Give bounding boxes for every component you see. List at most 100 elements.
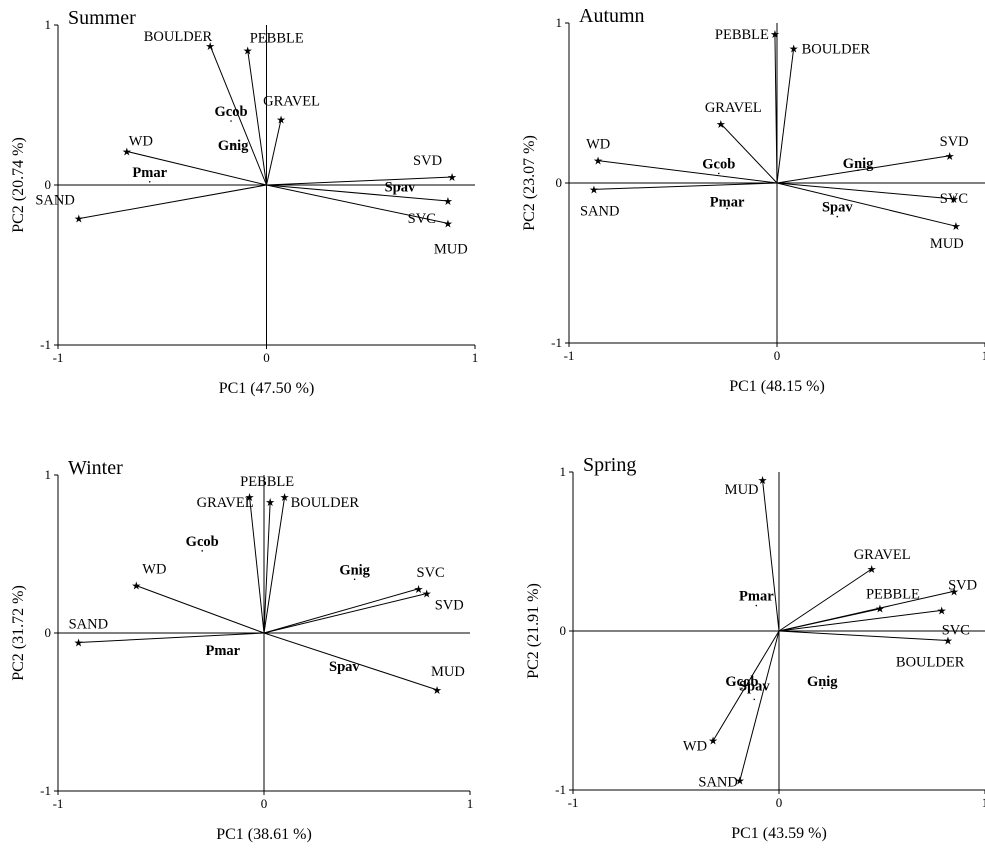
vector-tip-gravel: ★	[716, 118, 726, 131]
variable-label-pebble: PEBBLE	[250, 31, 304, 47]
species-point-gnig	[857, 169, 859, 171]
species-label-pmar: Pmar	[710, 195, 745, 211]
vector-tip-gravel: ★	[867, 563, 877, 576]
vector-tip-gravel: ★	[276, 113, 286, 126]
variable-label-mud: MUD	[930, 236, 964, 252]
vector-tip-boulder: ★	[280, 491, 290, 504]
x-tick-label: 0	[261, 796, 268, 811]
variable-label-pebble: PEBBLE	[715, 27, 769, 43]
y-tick-label: -1	[555, 782, 566, 797]
y-tick-label: 1	[45, 17, 52, 32]
y-tick-label: -1	[551, 335, 562, 350]
vector-wd	[136, 585, 265, 634]
vector-tip-svd: ★	[949, 585, 959, 598]
vector-sand	[739, 630, 780, 781]
vector-mud	[762, 479, 780, 632]
species-point-gcob	[230, 120, 232, 122]
variable-label-wd: WD	[683, 739, 707, 755]
vector-tip-svc: ★	[443, 195, 453, 208]
variable-label-mud: MUD	[434, 241, 468, 257]
vector-boulder	[209, 45, 267, 186]
variable-label-gravel: GRAVEL	[854, 547, 911, 563]
vector-tip-mud: ★	[432, 684, 442, 697]
vector-tip-boulder: ★	[789, 43, 799, 56]
variable-label-svd: SVD	[435, 598, 464, 614]
vector-tip-svd: ★	[945, 150, 955, 163]
x-tick-label: -1	[564, 348, 575, 363]
species-label-spav: Spav	[822, 200, 853, 216]
vector-tip-wd: ★	[593, 155, 603, 168]
y-axis-label: PC2 (23.07 %)	[521, 135, 538, 231]
x-axis-label: PC1 (47.50 %)	[219, 380, 315, 397]
species-point-pmar	[222, 648, 224, 650]
vector-mud	[266, 184, 448, 224]
variable-label-gravel: GRAVEL	[263, 93, 320, 109]
variable-label-gravel: GRAVEL	[705, 100, 762, 116]
variable-label-svc: SVC	[408, 211, 436, 227]
vector-boulder	[776, 48, 795, 184]
vector-pebble	[774, 34, 778, 184]
vector-mud	[263, 632, 438, 691]
vector-wd	[598, 160, 778, 184]
x-tick-label: -1	[568, 795, 579, 810]
species-label-gcob: Gcob	[702, 156, 735, 172]
vector-tip-sand: ★	[589, 183, 599, 196]
species-point-gnig	[232, 144, 234, 146]
variable-label-svc: SVC	[942, 622, 970, 638]
variable-label-sand: SAND	[580, 203, 619, 219]
vector-tip-svd: ★	[422, 588, 432, 601]
vector-pebble	[778, 608, 881, 632]
vector-sand	[593, 182, 778, 190]
vector-pebble	[263, 501, 271, 634]
variable-label-wd: WD	[142, 562, 166, 578]
x-tick-label: 1	[982, 348, 985, 363]
vector-tip-wd: ★	[131, 580, 141, 593]
vector-tip-svd: ★	[447, 171, 457, 184]
panel-title: Winter	[68, 457, 123, 479]
vector-tip-gravel: ★	[245, 491, 255, 504]
x-tick-label: -1	[53, 350, 64, 365]
species-point-pmar	[148, 181, 151, 183]
vector-tip-pebble: ★	[875, 603, 885, 616]
variable-label-svd: SVD	[948, 577, 977, 593]
variable-label-boulder: BOULDER	[144, 29, 213, 45]
vector-pebble	[247, 50, 267, 186]
vector-mud	[776, 182, 956, 227]
vector-svd	[263, 593, 427, 634]
variable-label-sand: SAND	[69, 616, 108, 632]
species-label-gcob: Gcob	[215, 104, 248, 120]
vector-tip-mud: ★	[443, 217, 453, 230]
vector-tip-wd: ★	[122, 145, 132, 158]
species-point-gcob	[741, 687, 743, 690]
y-tick-label: 1	[556, 15, 563, 30]
vector-tip-sand: ★	[735, 774, 745, 787]
species-point-spav	[753, 698, 756, 701]
y-tick-label: 0	[45, 625, 52, 640]
y-tick-label: 0	[556, 175, 563, 190]
species-point-gnig	[353, 578, 356, 581]
variable-label-gravel: GRAVEL	[197, 495, 254, 511]
species-point-gcob	[717, 172, 720, 175]
x-tick-label: 0	[263, 350, 270, 365]
vector-svd	[776, 155, 950, 184]
vector-tip-mud: ★	[951, 220, 961, 233]
panel-title: Autumn	[579, 5, 645, 27]
x-axis-label: PC1 (38.61 %)	[216, 826, 312, 843]
x-tick-label: 0	[776, 795, 783, 810]
vector-gravel	[720, 123, 778, 184]
vector-sand	[78, 632, 265, 643]
variable-label-pebble: PEBBLE	[866, 587, 920, 603]
y-tick-label: 0	[560, 623, 567, 638]
x-tick-label: 0	[774, 348, 781, 363]
vector-gravel	[249, 497, 265, 634]
vector-tip-sand: ★	[74, 636, 84, 649]
vector-tip-svc: ★	[949, 193, 959, 206]
variable-label-svc: SVC	[940, 191, 968, 207]
variable-label-svd: SVD	[940, 134, 969, 150]
vector-svd	[266, 176, 453, 186]
y-tick-label: -1	[40, 337, 51, 352]
species-label-spav: Spav	[385, 180, 416, 196]
vector-tip-pebble: ★	[243, 45, 253, 58]
x-axis-label: PC1 (43.59 %)	[731, 825, 827, 842]
